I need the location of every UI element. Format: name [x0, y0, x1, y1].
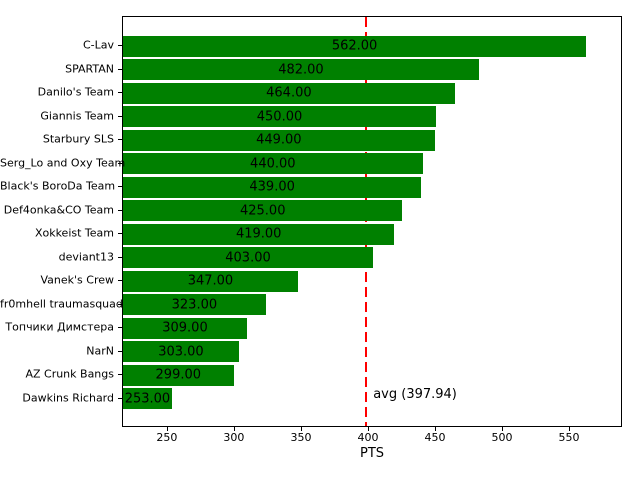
bar-NarN — [123, 341, 239, 363]
average-line-label: avg (397.94) — [373, 387, 457, 402]
bar-Def4onka&CO Team — [123, 200, 403, 222]
x-tick-label: 350 — [290, 431, 312, 444]
bar-Starbury SLS — [123, 129, 435, 151]
x-tick-mark — [435, 427, 436, 431]
bar-Xokkeist Team — [123, 223, 395, 245]
x-tick-label: 450 — [424, 431, 446, 444]
x-tick-label: 500 — [491, 431, 513, 444]
x-axis-label: PTS — [359, 446, 385, 461]
bar-value-label: 562.00 — [331, 38, 378, 54]
x-tick-label: 300 — [223, 431, 245, 444]
bar-value-label: 253.00 — [124, 391, 171, 407]
bar-value-label: 439.00 — [249, 179, 295, 195]
bar-value-label: 303.00 — [158, 344, 204, 360]
y-tick-label: fr0mhell traumasquad — [0, 297, 123, 311]
y-tick-mark — [118, 280, 122, 282]
x-tick-mark — [569, 427, 571, 431]
y-tick-mark — [118, 209, 122, 211]
bar-AZ Crunk Bangs — [123, 364, 234, 386]
bar-Giannis Team — [123, 106, 436, 128]
bar-value-label: 419.00 — [235, 226, 282, 242]
y-tick-mark — [118, 92, 122, 94]
y-tick-mark — [118, 45, 122, 47]
y-tick-mark — [118, 139, 122, 141]
y-tick-label: deviant13 — [58, 250, 114, 264]
bar-value-label: 450.00 — [256, 109, 303, 125]
x-tick-mark — [367, 427, 369, 431]
bar-deviant13 — [123, 247, 373, 269]
y-tick-mark — [118, 162, 122, 164]
y-tick-mark — [118, 68, 122, 70]
y-tick-mark — [118, 256, 122, 258]
y-tick-mark — [118, 233, 122, 235]
y-tick-label: Serg_Lo and Oxy Team — [0, 156, 126, 170]
y-tick-label: Dawkins Richard — [22, 391, 114, 405]
bar-value-label: 449.00 — [256, 132, 302, 148]
x-tick-mark — [502, 427, 504, 431]
y-tick-label: Danilo's Team — [37, 85, 114, 99]
y-tick-mark — [118, 350, 122, 352]
bar-Black's BoroDa Team — [123, 176, 422, 198]
y-tick-label: Xokkeist Team — [34, 226, 114, 240]
bar-C-Lav — [123, 35, 587, 57]
y-tick-label: Топчики Димстера — [5, 320, 114, 334]
y-tick-label: Vanek's Crew — [40, 273, 115, 287]
bar-value-label: 347.00 — [187, 273, 234, 289]
y-tick-label: AZ Crunk Bangs — [25, 367, 114, 381]
bar-Dawkins Richard — [123, 388, 172, 410]
bar-Топчики Димстера — [123, 317, 247, 339]
bar-Danilo's Team — [123, 82, 455, 104]
bar-value-label: 403.00 — [225, 250, 271, 266]
y-tick-label: C-Lav — [82, 38, 114, 52]
plot-area: 562.00 482.00 464.00 450.00 449.00 440.00 439.… — [122, 16, 622, 427]
bar-value-label: 425.00 — [239, 203, 286, 219]
bar-value-label: 309.00 — [162, 320, 208, 336]
y-tick-mark — [118, 374, 122, 376]
bar-value-label: 482.00 — [278, 62, 324, 78]
bar-fr0mhell traumasquad — [123, 294, 266, 316]
y-tick-mark — [118, 186, 122, 188]
bar-value-label: 299.00 — [155, 367, 202, 383]
x-tick-mark — [300, 427, 302, 431]
y-tick-label: NarN — [86, 344, 114, 358]
x-tick-mark — [233, 427, 235, 431]
x-tick-label: 400 — [357, 431, 379, 444]
y-tick-label: Black's BoroDa Team — [0, 179, 116, 193]
bar-SPARTAN — [123, 59, 479, 81]
x-tick-label: 250 — [156, 431, 178, 444]
x-tick-mark — [166, 427, 168, 431]
y-tick-mark — [118, 327, 122, 329]
y-tick-label: Starbury SLS — [42, 132, 114, 146]
y-tick-mark — [118, 303, 122, 305]
x-tick-label: 550 — [558, 431, 580, 444]
y-tick-mark — [118, 397, 122, 399]
bar-value-label: 440.00 — [250, 156, 296, 172]
bar-Vanek's Crew — [123, 270, 298, 292]
y-tick-mark — [118, 115, 122, 117]
average-line — [365, 17, 368, 426]
y-tick-label: SPARTAN — [65, 62, 114, 76]
bar-value-label: 323.00 — [171, 297, 218, 313]
bar-value-label: 464.00 — [266, 85, 312, 101]
y-tick-label: Def4onka&CO Team — [3, 203, 114, 217]
y-tick-label: Giannis Team — [40, 109, 114, 123]
bar-Serg_Lo and Oxy Team — [123, 153, 423, 175]
